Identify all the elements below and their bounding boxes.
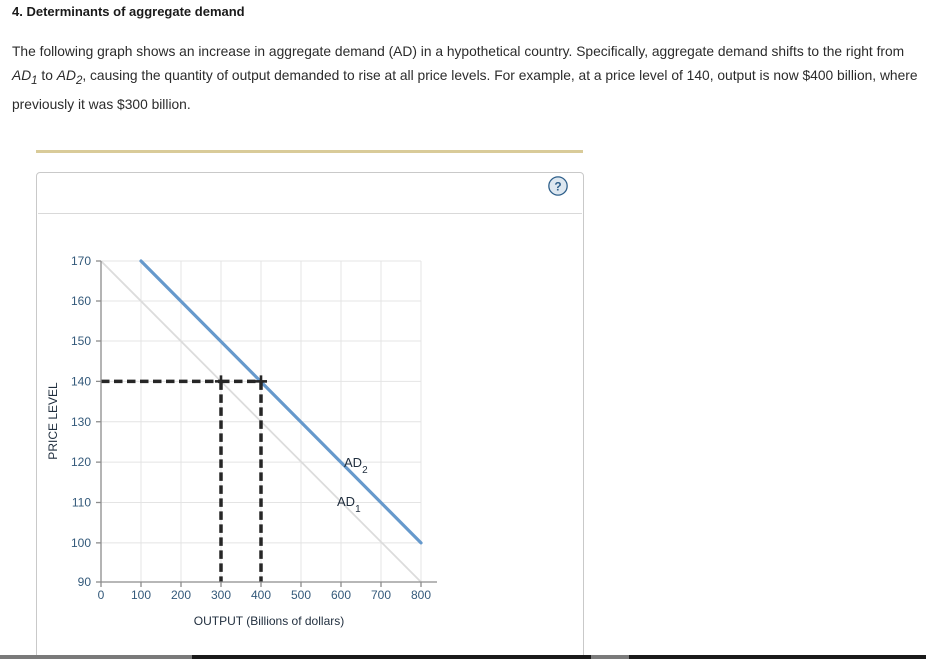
svg-text:700: 700 (371, 588, 391, 602)
svg-text:160: 160 (71, 294, 91, 308)
svg-text:600: 600 (331, 588, 351, 602)
svg-text:800: 800 (411, 588, 431, 602)
svg-text:90: 90 (78, 575, 92, 589)
svg-text:0: 0 (98, 588, 105, 602)
svg-text:PRICE LEVEL: PRICE LEVEL (46, 382, 60, 460)
svg-text:300: 300 (211, 588, 231, 602)
svg-text:100: 100 (71, 536, 91, 550)
svg-text:150: 150 (71, 334, 91, 348)
svg-text:120: 120 (71, 455, 91, 469)
svg-text:140: 140 (71, 374, 91, 388)
svg-text:500: 500 (291, 588, 311, 602)
svg-text:AD2: AD2 (344, 455, 368, 476)
svg-text:110: 110 (72, 496, 91, 510)
svg-text:OUTPUT (Billions of dollars): OUTPUT (Billions of dollars) (194, 614, 344, 628)
svg-text:400: 400 (251, 588, 271, 602)
svg-text:170: 170 (71, 254, 91, 268)
svg-text:130: 130 (71, 415, 91, 429)
svg-text:100: 100 (131, 588, 151, 602)
svg-text:200: 200 (171, 588, 191, 602)
